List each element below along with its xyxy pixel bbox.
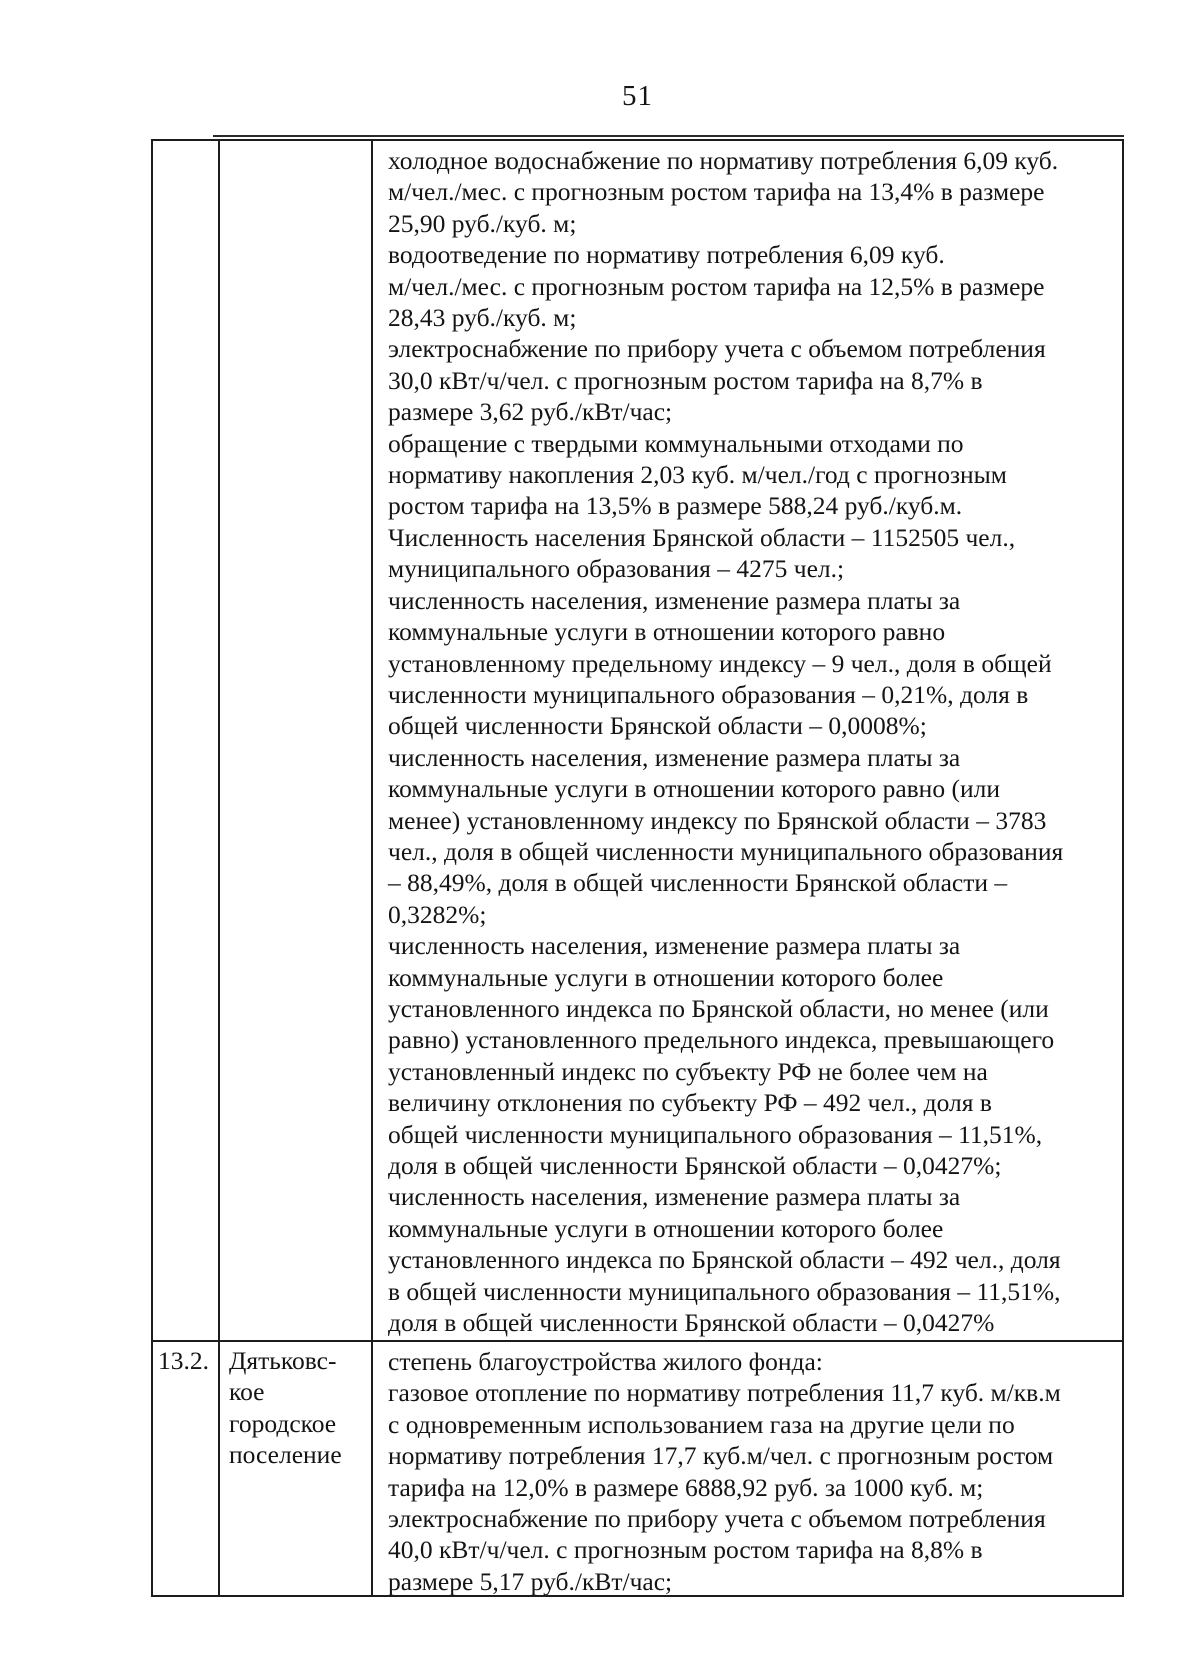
text-line: численность населения, изменение размера… [388, 1182, 961, 1212]
text-line: доля в общей численности Брянской област… [388, 1308, 995, 1338]
text-line: 25,90 руб./куб. м; [388, 208, 577, 238]
municipality-cell [220, 141, 373, 1340]
text-line: менее) установленному индексу по Брянско… [388, 805, 1047, 835]
text-line: Численность населения Брянской области –… [388, 522, 1016, 552]
text-line: установленного индекса по Брянской облас… [388, 993, 1049, 1023]
text-line: величину отклонения по субъекту РФ – 492… [388, 1088, 992, 1118]
text-line: размере 3,62 руб./кВт/час; [388, 397, 673, 427]
text-line: доля в общей численности Брянской област… [388, 1151, 1002, 1180]
text-line: кое [229, 1377, 265, 1407]
table-row: 13.2. Дятьковс-кое городское поселение сте… [153, 1342, 1122, 1595]
text-line: коммунальные услуги в отношении которого… [388, 962, 944, 992]
text-line: нормативу потребления 17,7 куб.м/чел. с … [388, 1441, 1054, 1471]
text-line: установленного индекса по Брянской облас… [388, 1245, 1061, 1275]
row-number-cell [153, 141, 220, 1340]
text-line: м/чел./мес. с прогнозным ростом тарифа н… [388, 271, 1045, 301]
text-line: 28,43 руб./куб. м; [388, 303, 577, 333]
text-line: электроснабжение по прибору учета с объе… [388, 1504, 1046, 1534]
text-line: обращение с твердыми коммунальными отход… [388, 428, 964, 458]
description-cell: степень благоустройства жилого фонда: газ… [373, 1342, 1122, 1595]
text-line: коммунальные услуги в отношении которого… [388, 1213, 944, 1243]
text-line: с одновременным использованием газа на д… [388, 1409, 1015, 1439]
text-line: коммунальные услуги в отношении которого… [388, 617, 946, 647]
text-line: в общей численности муниципального образ… [388, 1276, 1061, 1306]
text-line: численность населения, изменение размера… [388, 931, 961, 961]
municipality-cell: Дятьковс-кое городское поселение [220, 1342, 373, 1595]
text-line: электроснабжение по прибору учета с объе… [388, 334, 1046, 364]
tariff-table: холодное водоснабжение по нормативу потр… [151, 135, 1124, 1597]
row-number-cell: 13.2. [153, 1342, 220, 1595]
text-line: установленному предельному индексу – 9 ч… [388, 648, 1052, 678]
text-line: муниципального образования – 4275 чел.; [388, 554, 845, 584]
text-line: численность населения, изменение размера… [388, 585, 961, 615]
text-line: холодное водоснабжение по нормативу потр… [388, 146, 1059, 175]
text-line: городское [229, 1408, 337, 1438]
description-cell: холодное водоснабжение по нормативу потр… [373, 141, 1122, 1340]
text-line: общей численности Брянской области – 0,0… [388, 711, 927, 741]
text-line: 40,0 кВт/ч/чел. с прогнозным ростом тари… [388, 1535, 983, 1565]
text-line: размере 5,17 руб./кВт/час; [388, 1566, 673, 1595]
text-line: 30,0 кВт/ч/чел. с прогнозным ростом тари… [388, 365, 983, 395]
text-line: численности муниципального образования –… [388, 679, 1029, 709]
text-line: м/чел./мес. с прогнозным ростом тарифа н… [388, 177, 1045, 207]
page-number: 51 [622, 80, 653, 112]
text-line: водоотведение по нормативу потребления 6… [388, 240, 945, 270]
table-row: холодное водоснабжение по нормативу потр… [153, 141, 1122, 1342]
text-line: поселение [229, 1440, 342, 1470]
text-line: степень благоустройства жилого фонда: [388, 1347, 823, 1376]
text-line: коммунальные услуги в отношении которого… [388, 774, 1000, 804]
text-line: газовое отопление по нормативу потреблен… [388, 1378, 1061, 1408]
text-line: общей численности муниципального образов… [388, 1119, 1043, 1149]
text-line: – 88,49%, доля в общей численности Брянс… [388, 868, 1008, 898]
text-line: 0,3282%; [388, 899, 487, 929]
text-line: ростом тарифа на 13,5% в размере 588,24 … [388, 491, 963, 521]
text-line: чел., доля в общей численности муниципал… [388, 836, 1064, 866]
text-line: тарифа на 12,0% в размере 6888,92 руб. з… [388, 1472, 984, 1502]
text-line: установленный индекс по субъекту РФ не б… [388, 1056, 988, 1086]
text-line: численность населения, изменение размера… [388, 742, 961, 772]
text-line: равно) установленного предельного индекс… [388, 1025, 1055, 1055]
text-line: нормативу накопления 2,03 куб. м/чел./го… [388, 460, 1007, 490]
text-line: Дятьковс- [229, 1346, 337, 1375]
